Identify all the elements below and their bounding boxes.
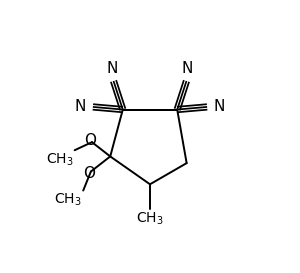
Text: N: N	[107, 61, 118, 76]
Text: N: N	[182, 61, 193, 76]
Text: N: N	[213, 99, 224, 114]
Text: CH$_3$: CH$_3$	[136, 211, 164, 227]
Text: CH$_3$: CH$_3$	[46, 152, 73, 168]
Text: CH$_3$: CH$_3$	[54, 192, 82, 208]
Text: O: O	[83, 166, 95, 181]
Text: N: N	[74, 99, 85, 114]
Text: O: O	[85, 133, 97, 148]
